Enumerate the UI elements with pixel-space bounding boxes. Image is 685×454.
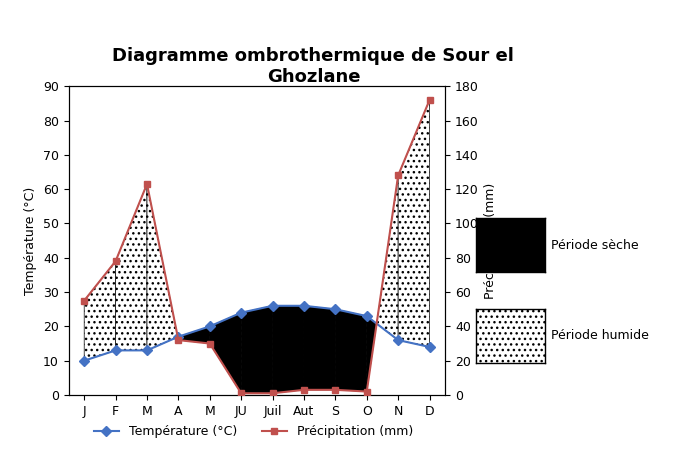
Température (°C) xyxy=(394,337,402,343)
Title: Diagramme ombrothermique de Sour el
Ghozlane: Diagramme ombrothermique de Sour el Ghoz… xyxy=(112,48,514,86)
Température (°C) xyxy=(332,306,340,312)
Précipitation (mm) xyxy=(174,337,182,343)
Température (°C) xyxy=(362,313,371,319)
Line: Température (°C): Température (°C) xyxy=(81,302,433,364)
Précipitation (mm) xyxy=(425,97,434,103)
Température (°C) xyxy=(425,344,434,350)
Y-axis label: Précipitation (mm): Précipitation (mm) xyxy=(484,183,497,299)
Y-axis label: Température (°C): Température (°C) xyxy=(24,187,37,295)
Température (°C) xyxy=(300,303,308,309)
Précipitation (mm) xyxy=(143,181,151,187)
Précipitation (mm) xyxy=(394,173,402,178)
Précipitation (mm) xyxy=(269,390,277,396)
Température (°C) xyxy=(80,358,88,363)
Précipitation (mm) xyxy=(206,341,214,346)
Text: Période humide: Période humide xyxy=(551,330,649,342)
Précipitation (mm) xyxy=(300,387,308,393)
Précipitation (mm) xyxy=(332,387,340,393)
Température (°C) xyxy=(143,348,151,353)
Précipitation (mm) xyxy=(362,389,371,394)
Température (°C) xyxy=(269,303,277,309)
Température (°C) xyxy=(112,348,120,353)
Legend: Température (°C), Précipitation (mm): Température (°C), Précipitation (mm) xyxy=(88,420,419,443)
Précipitation (mm) xyxy=(80,298,88,303)
Text: Période sèche: Période sèche xyxy=(551,239,639,252)
Température (°C) xyxy=(206,324,214,329)
Line: Précipitation (mm): Précipitation (mm) xyxy=(81,97,433,397)
Précipitation (mm) xyxy=(237,390,245,396)
Température (°C) xyxy=(174,334,182,340)
Température (°C) xyxy=(237,310,245,316)
Précipitation (mm) xyxy=(112,258,120,264)
